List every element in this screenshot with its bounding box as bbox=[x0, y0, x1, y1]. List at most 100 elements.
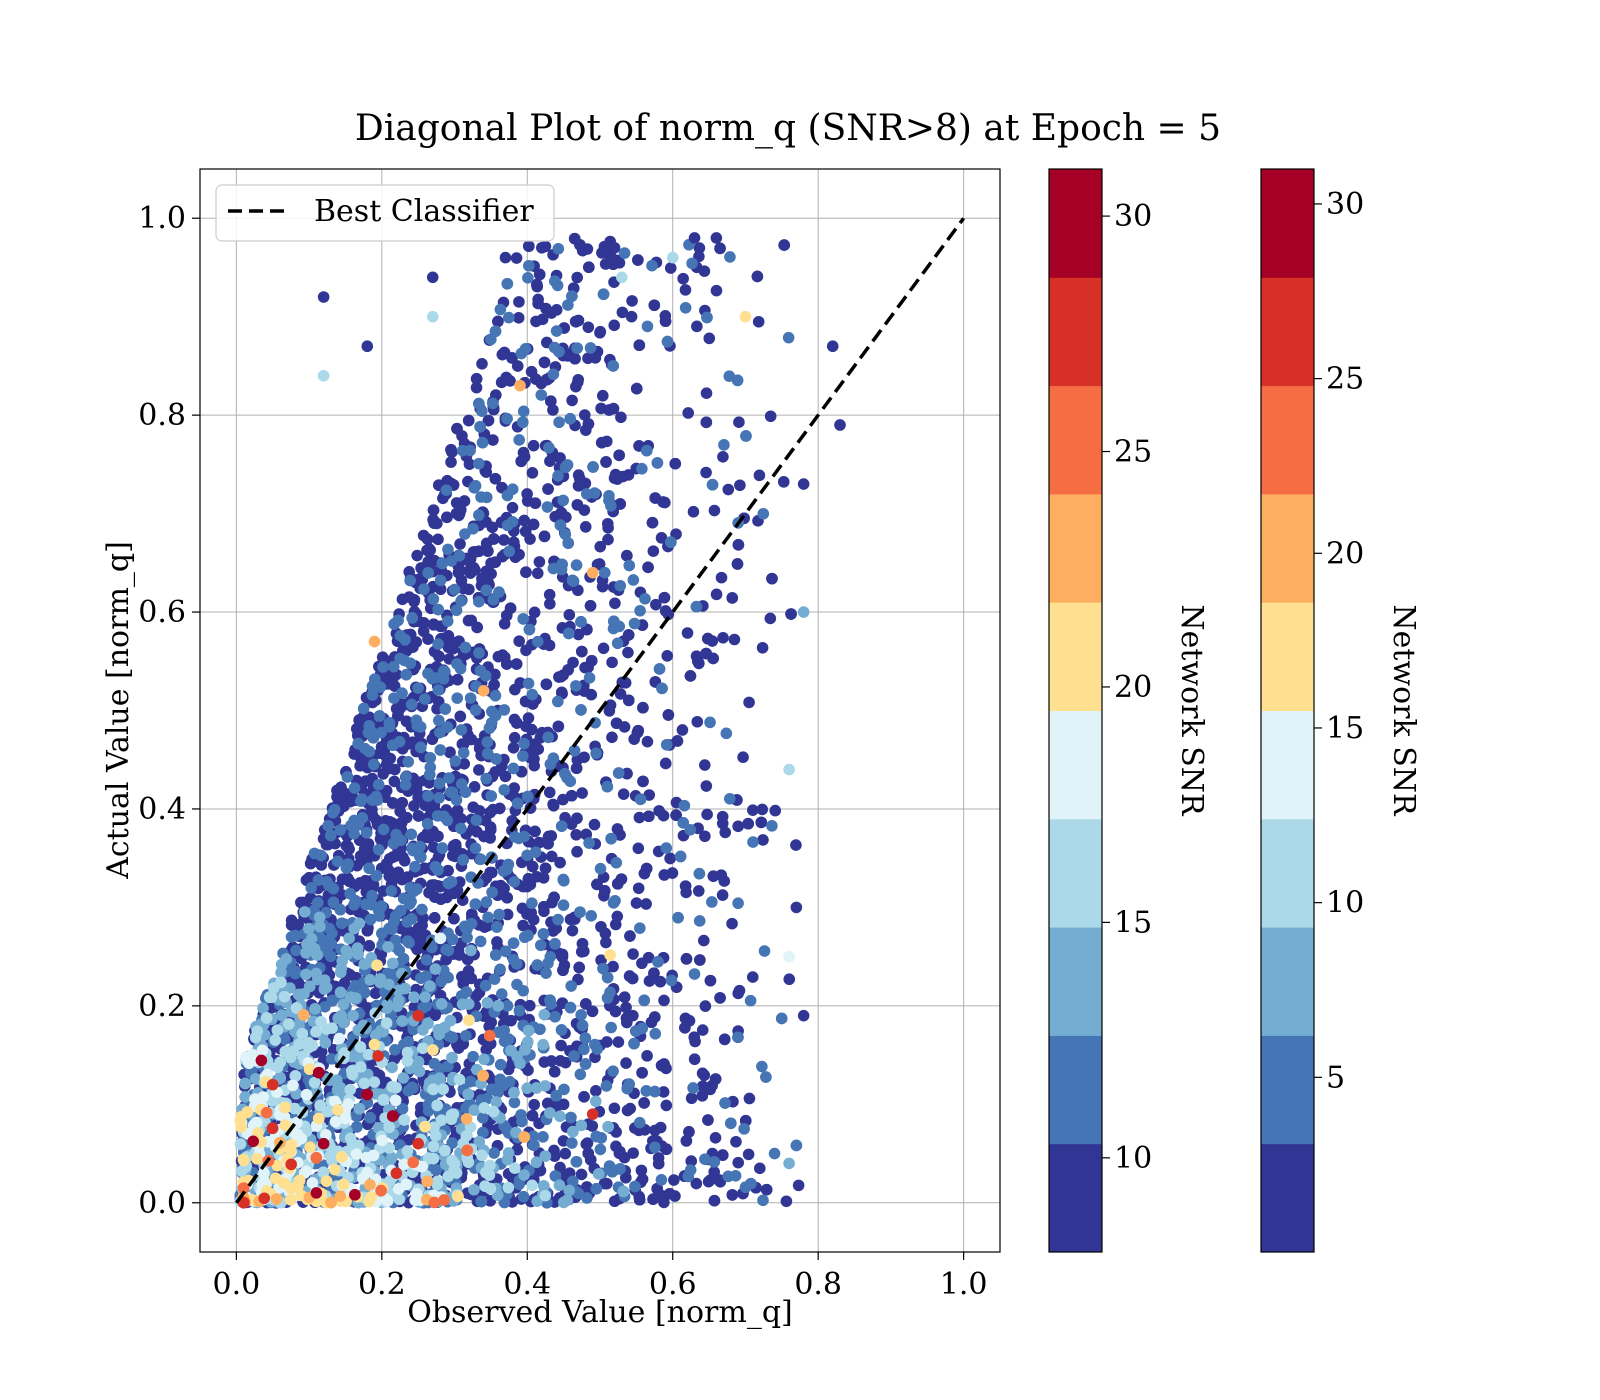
scatter-point bbox=[643, 789, 656, 801]
scatter-point bbox=[283, 1018, 295, 1030]
scatter-point bbox=[334, 903, 347, 916]
scatter-point bbox=[700, 647, 712, 660]
scatter-point bbox=[448, 912, 460, 925]
scatter-point bbox=[484, 832, 496, 844]
scatter-point bbox=[594, 862, 607, 875]
scatter-point bbox=[544, 1107, 556, 1119]
scatter-point bbox=[656, 682, 668, 695]
scatter-point bbox=[543, 441, 555, 454]
scatter-point bbox=[623, 1078, 636, 1090]
scatter-point bbox=[494, 963, 506, 976]
scatter-point bbox=[564, 413, 576, 425]
scatter-point bbox=[578, 945, 590, 958]
scatter-point bbox=[348, 782, 361, 794]
scatter-point bbox=[498, 784, 511, 796]
scatter-point bbox=[648, 1011, 661, 1023]
scatter-point bbox=[319, 1036, 332, 1049]
scatter-point bbox=[626, 295, 638, 307]
scatter-point bbox=[501, 1124, 514, 1137]
scatter-point bbox=[303, 872, 316, 884]
scatter-point bbox=[494, 1079, 506, 1092]
scatter-point bbox=[778, 239, 790, 251]
scatter-point bbox=[679, 301, 692, 314]
scatter-point bbox=[350, 1148, 363, 1160]
scatter-point bbox=[508, 731, 521, 744]
scatter-point bbox=[409, 860, 421, 873]
scatter-point bbox=[641, 735, 654, 748]
scatter-point bbox=[567, 656, 579, 669]
scatter-point bbox=[578, 409, 591, 421]
scatter-point bbox=[611, 878, 624, 890]
scatter-point bbox=[420, 954, 433, 966]
scatter-point bbox=[579, 1032, 592, 1044]
scatter-point bbox=[636, 1022, 648, 1035]
scatter-point bbox=[697, 934, 710, 947]
scatter-point bbox=[538, 1056, 551, 1068]
scatter-point bbox=[578, 1090, 590, 1103]
scatter-point bbox=[432, 533, 444, 546]
scatter-point bbox=[747, 836, 759, 848]
scatter-point bbox=[626, 972, 639, 985]
scatter-point bbox=[346, 1065, 358, 1077]
scatter-point bbox=[660, 842, 673, 854]
scatter-point bbox=[650, 598, 662, 611]
scatter-point bbox=[396, 687, 408, 700]
scatter-point bbox=[487, 1105, 500, 1118]
scatter-point bbox=[732, 1156, 745, 1169]
scatter-point bbox=[634, 604, 646, 617]
scatter-point bbox=[475, 1195, 488, 1208]
scatter-point bbox=[600, 1080, 613, 1092]
scatter-point bbox=[467, 1050, 479, 1063]
scatter-point bbox=[429, 1129, 442, 1142]
scatter-point bbox=[323, 922, 336, 935]
scatter-point bbox=[353, 1102, 366, 1115]
scatter-point bbox=[400, 715, 413, 728]
scatter-point bbox=[615, 411, 627, 424]
scatter-point bbox=[423, 1152, 435, 1164]
scatter-point bbox=[543, 786, 556, 799]
scatter-point bbox=[628, 733, 640, 745]
scatter-point bbox=[653, 663, 666, 675]
scatter-point bbox=[629, 1180, 641, 1193]
scatter-point bbox=[597, 642, 610, 655]
scatter-point bbox=[594, 540, 607, 553]
scatter-point bbox=[730, 1135, 742, 1148]
scatter-point bbox=[386, 1061, 398, 1074]
scatter-point bbox=[476, 1111, 489, 1124]
scatter-point bbox=[479, 669, 492, 682]
scatter-point bbox=[706, 478, 719, 491]
scatter-point bbox=[427, 841, 440, 853]
scatter-point bbox=[396, 796, 408, 809]
scatter-point bbox=[517, 750, 529, 762]
scatter-point bbox=[511, 958, 523, 970]
scatter-point bbox=[516, 416, 529, 429]
scatter-point bbox=[383, 720, 396, 733]
scatter-point bbox=[386, 1151, 398, 1164]
scatter-point bbox=[502, 311, 515, 324]
scatter-point bbox=[427, 504, 440, 516]
scatter-point bbox=[746, 971, 759, 983]
scatter-point bbox=[649, 1141, 661, 1154]
scatter-point bbox=[376, 927, 388, 940]
scatter-point bbox=[519, 525, 532, 538]
scatter-point bbox=[732, 539, 745, 551]
scatter-point bbox=[649, 492, 662, 504]
scatter-point bbox=[465, 733, 478, 746]
scatter-point bbox=[469, 704, 482, 716]
scatter-point bbox=[417, 616, 430, 629]
scatter-point bbox=[630, 897, 643, 909]
scatter-point bbox=[432, 684, 445, 696]
scatter-point bbox=[583, 261, 595, 274]
scatter-point bbox=[505, 1014, 517, 1027]
scatter-point bbox=[602, 533, 614, 546]
scatter-point bbox=[642, 951, 655, 964]
scatter-point bbox=[521, 1082, 533, 1095]
scatter-point bbox=[679, 880, 692, 892]
scatter-point bbox=[480, 516, 492, 528]
scatter-point bbox=[585, 910, 598, 922]
scatter-point bbox=[363, 939, 376, 952]
scatter-point bbox=[716, 1149, 729, 1161]
scatter-point bbox=[572, 373, 585, 386]
scatter-point bbox=[481, 996, 494, 1009]
scatter-point bbox=[588, 818, 601, 831]
